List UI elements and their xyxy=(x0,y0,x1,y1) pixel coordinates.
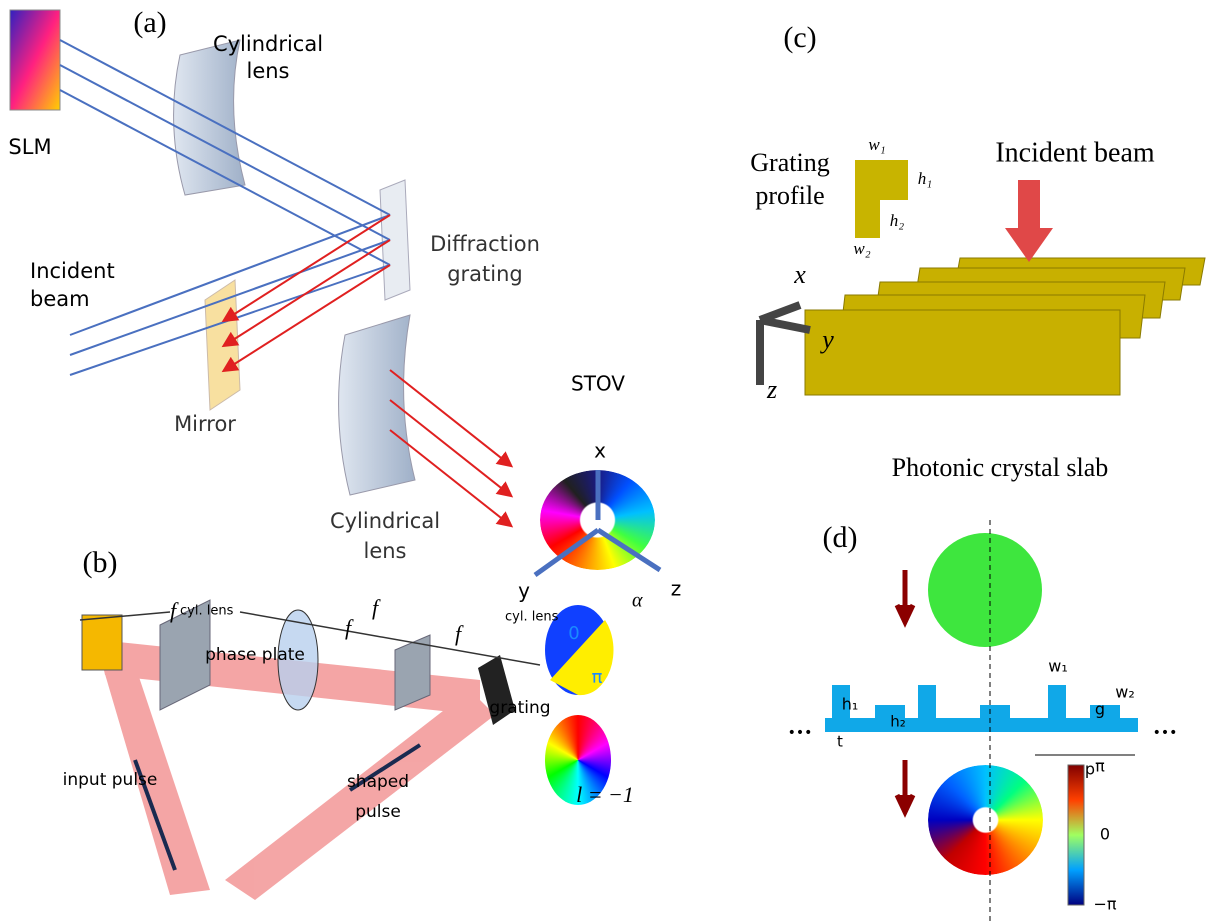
colorbar-label: 0 xyxy=(1100,825,1110,844)
label: 0 xyxy=(568,623,579,644)
panel-label: (b) xyxy=(83,546,118,579)
panel-d: (d) h₁ h₂ t w₁ w₂ g p ••• ••• π 0 −π xyxy=(788,520,1178,922)
label: p xyxy=(1085,760,1095,779)
label: w₂ xyxy=(853,239,870,258)
panel-label: (a) xyxy=(133,6,166,39)
phase-plate xyxy=(277,609,319,711)
label: profile xyxy=(755,181,824,210)
label: cyl. lens xyxy=(505,610,559,625)
slab-bars xyxy=(804,257,1206,396)
mirror xyxy=(81,614,123,671)
lens xyxy=(338,314,416,496)
label: l = −1 xyxy=(576,782,634,807)
lens xyxy=(173,39,246,196)
grating-plate xyxy=(379,179,411,301)
label: f xyxy=(372,595,381,620)
incident-arrow xyxy=(1018,180,1040,230)
panel-a: (a) SLM Cylindrical lens Diffraction gra… xyxy=(8,6,681,603)
label: h₂ xyxy=(890,713,906,731)
label: Incident beam xyxy=(995,137,1155,168)
slm xyxy=(9,9,61,111)
axis-label: y xyxy=(518,579,530,603)
phase-disk-half xyxy=(550,620,614,696)
axes-3d xyxy=(756,301,811,385)
colorbar-label: −π xyxy=(1093,895,1116,914)
label: w₁ xyxy=(868,135,885,154)
label: lens xyxy=(246,59,289,83)
panel-c: (c) Grating profile w₁ h₁ h₂ w₂ Incident… xyxy=(750,21,1206,482)
label: Cylindrical xyxy=(330,509,440,533)
label: α xyxy=(632,590,643,612)
arrow xyxy=(348,743,422,792)
label: STOV xyxy=(571,372,625,396)
profile-shape xyxy=(855,160,908,238)
label: h₁ xyxy=(918,169,932,188)
red-rays xyxy=(221,214,514,528)
caption: Photonic crystal slab xyxy=(892,453,1109,482)
axis-label: x xyxy=(594,439,606,463)
label: f xyxy=(170,598,179,623)
grating-block xyxy=(478,655,515,725)
label: Diffraction xyxy=(430,232,540,256)
axis-label: y xyxy=(819,325,834,354)
label: h₁ xyxy=(842,695,859,714)
grating-profile xyxy=(825,685,1138,732)
label: cyl. lens xyxy=(180,604,234,619)
incident-arrow xyxy=(1005,228,1053,262)
panel-label: (d) xyxy=(823,521,858,554)
label: input pulse xyxy=(63,770,158,790)
output-torus xyxy=(928,765,1043,875)
colorbar xyxy=(1067,764,1085,906)
label: t xyxy=(837,733,843,751)
label: shaped xyxy=(347,772,409,792)
arrow xyxy=(894,570,916,628)
stov-axes xyxy=(533,470,662,578)
label: pulse xyxy=(355,802,401,822)
colorbar-label: π xyxy=(1095,757,1105,776)
label: f xyxy=(345,615,354,640)
lens xyxy=(394,634,431,711)
axis-label: x xyxy=(793,260,806,289)
label: grating xyxy=(489,698,550,718)
dots: ••• xyxy=(1153,725,1178,741)
label: grating xyxy=(447,262,523,286)
blue-rays xyxy=(59,39,391,376)
label: beam xyxy=(30,287,90,311)
dots: ••• xyxy=(788,725,813,741)
phase-wheel xyxy=(545,715,611,805)
arrow xyxy=(894,760,916,818)
label: f xyxy=(455,621,464,646)
label: h₂ xyxy=(890,211,905,230)
axis-label: z xyxy=(766,375,777,404)
panel-label: (c) xyxy=(783,21,816,54)
label: phase plate xyxy=(205,645,305,665)
label: w₂ xyxy=(1115,683,1135,702)
input-beam xyxy=(928,533,1042,647)
lens xyxy=(159,599,211,711)
label: π xyxy=(592,667,603,688)
label: Mirror xyxy=(174,412,236,436)
label: w₁ xyxy=(1048,657,1068,676)
label: g xyxy=(1095,700,1105,719)
f-arrows xyxy=(79,611,541,666)
label: lens xyxy=(363,539,406,563)
label: Incident xyxy=(30,259,115,283)
label: SLM xyxy=(8,135,51,159)
arrow xyxy=(133,759,177,871)
label: Cylindrical xyxy=(213,32,323,56)
panel-b: (b) f f f f cyl. lens cyl. lens phase pl… xyxy=(63,546,643,900)
label: Grating xyxy=(750,148,829,177)
axis-label: z xyxy=(671,577,682,601)
